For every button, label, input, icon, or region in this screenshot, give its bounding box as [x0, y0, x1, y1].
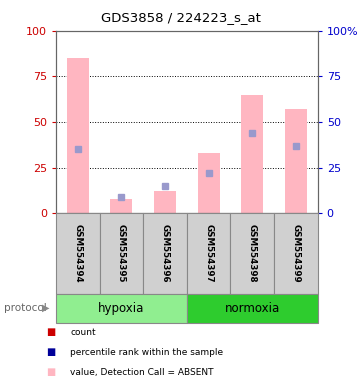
Text: ▶: ▶: [42, 303, 49, 313]
Text: GSM554394: GSM554394: [73, 224, 82, 283]
Bar: [285, 109, 307, 213]
Bar: [242, 94, 263, 213]
Text: percentile rank within the sample: percentile rank within the sample: [70, 348, 223, 357]
Bar: [198, 153, 219, 213]
Text: GSM554397: GSM554397: [204, 224, 213, 283]
Text: protocol: protocol: [4, 303, 46, 313]
Text: hypoxia: hypoxia: [98, 302, 144, 314]
Text: GSM554398: GSM554398: [248, 224, 257, 283]
Text: GSM554396: GSM554396: [161, 224, 170, 283]
Text: ■: ■: [46, 347, 55, 357]
Text: GSM554395: GSM554395: [117, 224, 126, 283]
Bar: [110, 199, 132, 213]
Text: normoxia: normoxia: [225, 302, 280, 314]
Text: GSM554399: GSM554399: [291, 224, 300, 283]
Bar: [154, 191, 176, 213]
Text: ■: ■: [46, 327, 55, 337]
Text: ■: ■: [46, 367, 55, 377]
Text: value, Detection Call = ABSENT: value, Detection Call = ABSENT: [70, 367, 214, 377]
Bar: [67, 58, 89, 213]
Text: GDS3858 / 224223_s_at: GDS3858 / 224223_s_at: [101, 12, 260, 25]
Text: count: count: [70, 328, 96, 337]
